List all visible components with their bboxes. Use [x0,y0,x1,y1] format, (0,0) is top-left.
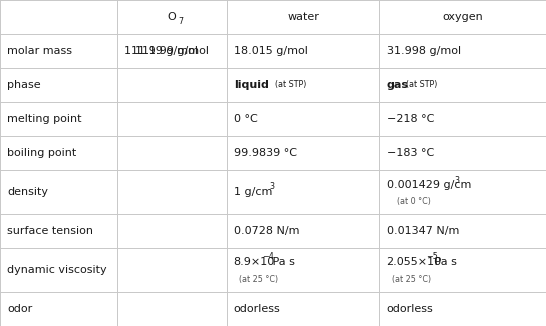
Text: 1 g/cm: 1 g/cm [234,187,272,197]
Text: molar mass: molar mass [7,46,72,56]
Text: (at 25 °C): (at 25 °C) [239,275,278,284]
Text: (at 0 °C): (at 0 °C) [397,197,431,206]
Text: odorless: odorless [387,304,434,314]
Text: −218 °C: −218 °C [387,114,434,124]
Text: 99.9839 °C: 99.9839 °C [234,148,296,158]
Text: −5: −5 [426,252,438,261]
Text: −183 °C: −183 °C [387,148,434,158]
Text: odorless: odorless [234,304,281,314]
Text: boiling point: boiling point [7,148,76,158]
Text: 31.998 g/mol: 31.998 g/mol [387,46,461,56]
Text: dynamic viscosity: dynamic viscosity [7,265,106,275]
Text: melting point: melting point [7,114,81,124]
Text: 0.0728 N/m: 0.0728 N/m [234,226,299,236]
Text: −4: −4 [262,252,274,261]
Text: (at STP): (at STP) [275,81,306,89]
Text: gas: gas [387,80,408,90]
Text: water: water [287,12,319,22]
Text: 0.001429 g/cm: 0.001429 g/cm [387,180,471,190]
Text: liquid: liquid [234,80,269,90]
Text: oxygen: oxygen [442,12,483,22]
Text: Pa s: Pa s [431,258,457,267]
Text: density: density [7,187,48,197]
Text: 0 °C: 0 °C [234,114,257,124]
Text: 111.99 g/mol: 111.99 g/mol [135,46,209,56]
Text: 111.99 g/mol: 111.99 g/mol [124,46,199,56]
Text: 8.9×10: 8.9×10 [234,258,275,267]
Text: (at STP): (at STP) [406,81,437,89]
Text: phase: phase [7,80,41,90]
Text: surface tension: surface tension [7,226,93,236]
Text: odor: odor [7,304,32,314]
Text: 3: 3 [269,183,274,191]
Text: Pa s: Pa s [269,258,294,267]
Text: O: O [168,12,176,22]
Text: 2.055×10: 2.055×10 [387,258,442,267]
Text: 7: 7 [179,17,183,26]
Text: (at 25 °C): (at 25 °C) [392,275,431,284]
Text: 0.01347 N/m: 0.01347 N/m [387,226,459,236]
Text: 3: 3 [455,176,460,185]
Text: 18.015 g/mol: 18.015 g/mol [234,46,307,56]
